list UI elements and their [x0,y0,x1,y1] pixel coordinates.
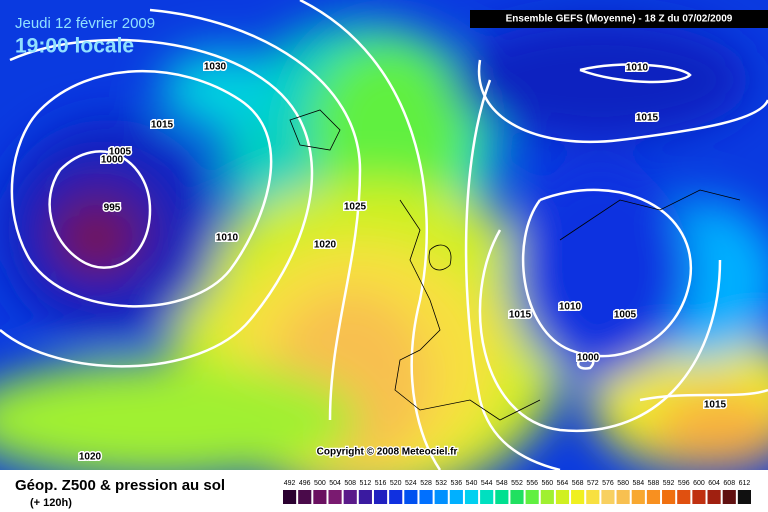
legend-swatch [434,490,448,504]
legend-label: 600 [693,480,705,487]
legend-swatch [510,490,524,504]
isobar-label: 1030 [204,62,227,73]
isobar-label: 1015 [151,120,174,131]
legend-swatch [707,490,721,504]
header-left: Jeudi 12 février 2009 19:00 locale [15,15,155,58]
legend-swatch [313,490,327,504]
time: 19:00 locale [15,35,134,58]
legend-swatch [677,490,691,504]
isobar-label: 1020 [79,452,102,463]
legend-swatch [571,490,585,504]
legend-swatch [737,490,751,504]
legend-label: 548 [496,480,508,487]
legend-label: 540 [466,480,478,487]
legend-label: 592 [663,480,675,487]
legend-swatch [555,490,570,504]
legend-label: 588 [648,480,660,487]
legend-label: 576 [602,480,614,487]
legend-swatch [358,490,372,504]
legend-label: 536 [451,480,463,487]
model: Ensemble GEFS (Moyenne) - 18 Z du 07/02/… [506,14,733,25]
isobar-label: 1010 [216,233,239,244]
legend-swatch [662,490,676,504]
copyright: Copyright © 2008 Meteociel.fr [317,447,458,458]
legend-swatch [616,490,630,504]
legend-label: 516 [375,480,387,487]
legend-swatch [495,490,509,504]
isobar-label: 1010 [626,63,649,74]
legend-swatch [389,490,403,504]
field [0,0,768,500]
isobar-label: 1025 [344,202,367,213]
legend-label: 544 [481,480,493,487]
legend-swatch [283,490,297,504]
legend-swatch [464,490,479,504]
legend-swatch [298,490,312,504]
legend-label: 572 [587,480,599,487]
legend-swatch [540,490,554,504]
legend-label: 532 [435,480,447,487]
legend-label: 500 [314,480,326,487]
isobars [0,8,768,433]
legend-label: 556 [526,480,538,487]
footer-title: Géop. Z500 & pression au sol [15,477,225,494]
isobar-label: 1005 [109,147,132,158]
legend-label: 524 [405,480,417,487]
legend-label: 496 [299,480,311,487]
date: Jeudi 12 février 2009 [15,15,155,32]
isobar-label: 1020 [314,240,337,251]
isobar-labels: 1030101510051000995101010251020102010101… [77,60,728,464]
isobar-label: 1015 [509,310,532,321]
isobar-label: 1000 [101,155,124,166]
legend-label: 560 [541,480,553,487]
legend: 492 496 500 504 508 512 516 520 524 528 532 536 540 5… [283,480,751,504]
legend-label: 608 [723,480,735,487]
legend-label: 612 [739,480,751,487]
isobar-label: 1005 [614,310,637,321]
legend-swatch [480,490,494,504]
isobar-label: 1015 [636,113,659,124]
legend-swatch [404,490,418,504]
legend-swatch [343,490,357,504]
legend-label: 596 [678,480,690,487]
isobar-label: 1015 [704,400,727,411]
isobar-label: 995 [104,203,121,214]
isobar-label: 1010 [559,302,582,313]
legend-label: 504 [329,480,341,487]
legend-label: 580 [617,480,629,487]
legend-swatch [646,490,661,504]
legend-swatch [373,490,388,504]
legend-label: 492 [284,480,296,487]
legend-swatch [692,490,706,504]
legend-label: 568 [572,480,584,487]
legend-swatch [586,490,600,504]
model-box [470,10,768,28]
legend-label: 520 [390,480,402,487]
legend-label: 552 [511,480,523,487]
legend-label: 564 [557,480,569,487]
legend-swatch [722,490,736,504]
legend-swatch [631,490,645,504]
legend-label: 584 [632,480,644,487]
legend-swatch [601,490,615,504]
legend-swatch [525,490,539,504]
legend-swatch [328,490,342,504]
legend-label: 528 [420,480,432,487]
coastlines [289,109,741,421]
footer-lead: (+ 120h) [30,497,72,509]
legend-label: 508 [344,480,356,487]
isobar-label: 1000 [577,353,600,364]
legend-label: 604 [708,480,720,487]
legend-swatch [419,490,433,504]
legend-label: 512 [360,480,372,487]
legend-swatch [449,490,463,504]
